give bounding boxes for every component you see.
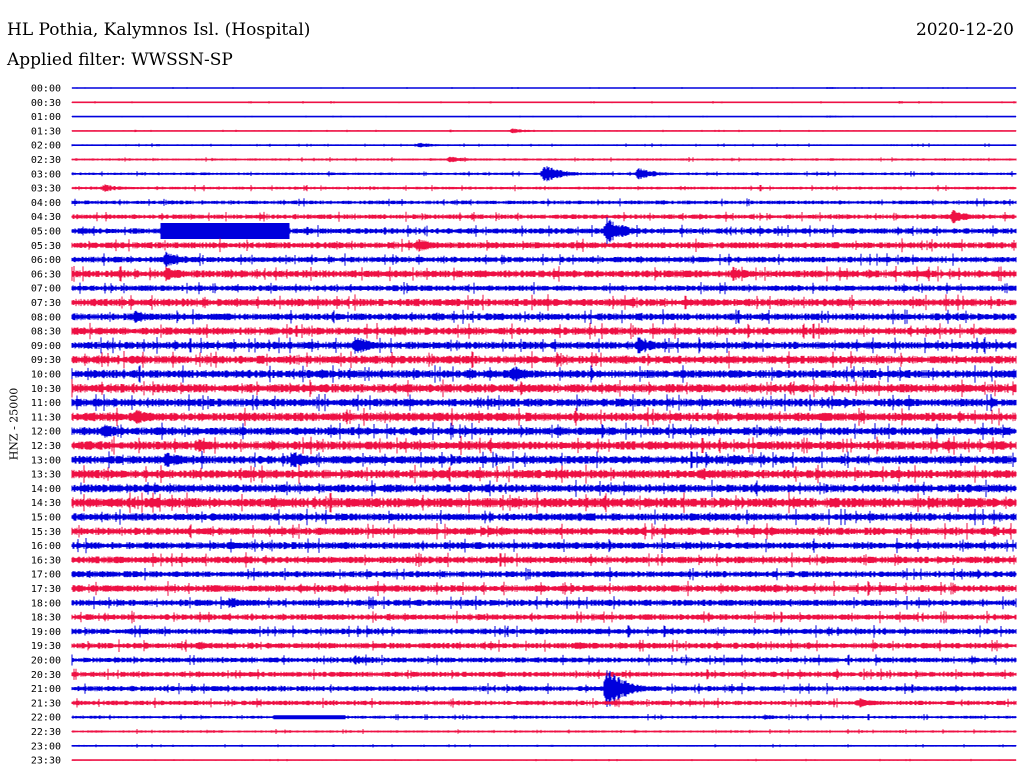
row-label-2200: 22:00 bbox=[31, 713, 61, 724]
row-label-0100: 01:00 bbox=[31, 112, 61, 123]
row-label-0230: 02:30 bbox=[31, 155, 61, 166]
row-label-1730: 17:30 bbox=[31, 584, 61, 595]
trace-group bbox=[71, 87, 1017, 762]
row-label-0800: 08:00 bbox=[31, 312, 61, 323]
row-label-1030: 10:30 bbox=[31, 384, 61, 395]
row-label-1330: 13:30 bbox=[31, 470, 61, 481]
row-label-1430: 14:30 bbox=[31, 498, 61, 509]
row-label-1000: 10:00 bbox=[31, 370, 61, 381]
row-label-0200: 02:00 bbox=[31, 141, 61, 152]
row-label-0400: 04:00 bbox=[31, 198, 61, 209]
row-label-1500: 15:00 bbox=[31, 513, 61, 524]
station-title: HL Pothia, Kalymnos Isl. (Hospital) bbox=[7, 20, 311, 40]
row-label-0330: 03:30 bbox=[31, 184, 61, 195]
row-label-1130: 11:30 bbox=[31, 412, 61, 423]
row-label-2030: 20:30 bbox=[31, 670, 61, 681]
row-label-0830: 08:30 bbox=[31, 327, 61, 338]
row-label-2300: 23:00 bbox=[31, 741, 61, 752]
row-label-0900: 09:00 bbox=[31, 341, 61, 352]
row-label-0600: 06:00 bbox=[31, 255, 61, 266]
row-label-2000: 20:00 bbox=[31, 656, 61, 667]
row-label-1700: 17:00 bbox=[31, 570, 61, 581]
row-label-2230: 22:30 bbox=[31, 727, 61, 738]
row-label-0430: 04:30 bbox=[31, 212, 61, 223]
row-label-2100: 21:00 bbox=[31, 684, 61, 695]
row-label-0730: 07:30 bbox=[31, 298, 61, 309]
row-label-0530: 05:30 bbox=[31, 241, 61, 252]
row-label-0700: 07:00 bbox=[31, 284, 61, 295]
row-label-1630: 16:30 bbox=[31, 555, 61, 566]
row-label-2330: 23:30 bbox=[31, 756, 61, 767]
row-label-0300: 03:00 bbox=[31, 169, 61, 180]
row-label-0030: 00:30 bbox=[31, 98, 61, 109]
row-label-1200: 12:00 bbox=[31, 427, 61, 438]
row-label-1800: 18:00 bbox=[31, 598, 61, 609]
record-date: 2020-12-20 bbox=[915, 20, 1014, 40]
row-label-1300: 13:00 bbox=[31, 455, 61, 466]
row-label-1100: 11:00 bbox=[31, 398, 61, 409]
row-label-1930: 19:30 bbox=[31, 641, 61, 652]
row-label-1230: 12:30 bbox=[31, 441, 61, 452]
row-label-1530: 15:30 bbox=[31, 527, 61, 538]
row-label-0500: 05:00 bbox=[31, 227, 61, 238]
row-label-0130: 01:30 bbox=[31, 126, 61, 137]
filter-label: Applied filter: WWSSN-SP bbox=[7, 50, 233, 70]
row-label-1400: 14:00 bbox=[31, 484, 61, 495]
row-label-2130: 21:30 bbox=[31, 698, 61, 709]
row-label-0000: 00:00 bbox=[31, 84, 61, 95]
row-label-1830: 18:30 bbox=[31, 613, 61, 624]
row-label-0930: 09:30 bbox=[31, 355, 61, 366]
row-label-1900: 19:00 bbox=[31, 627, 61, 638]
row-tick-labels: 00:00 00:30 01:00 01:30 02:00 02:30 03:00 03:30… bbox=[31, 84, 61, 767]
row-label-0630: 06:30 bbox=[31, 269, 61, 280]
row-label-1600: 16:00 bbox=[31, 541, 61, 552]
